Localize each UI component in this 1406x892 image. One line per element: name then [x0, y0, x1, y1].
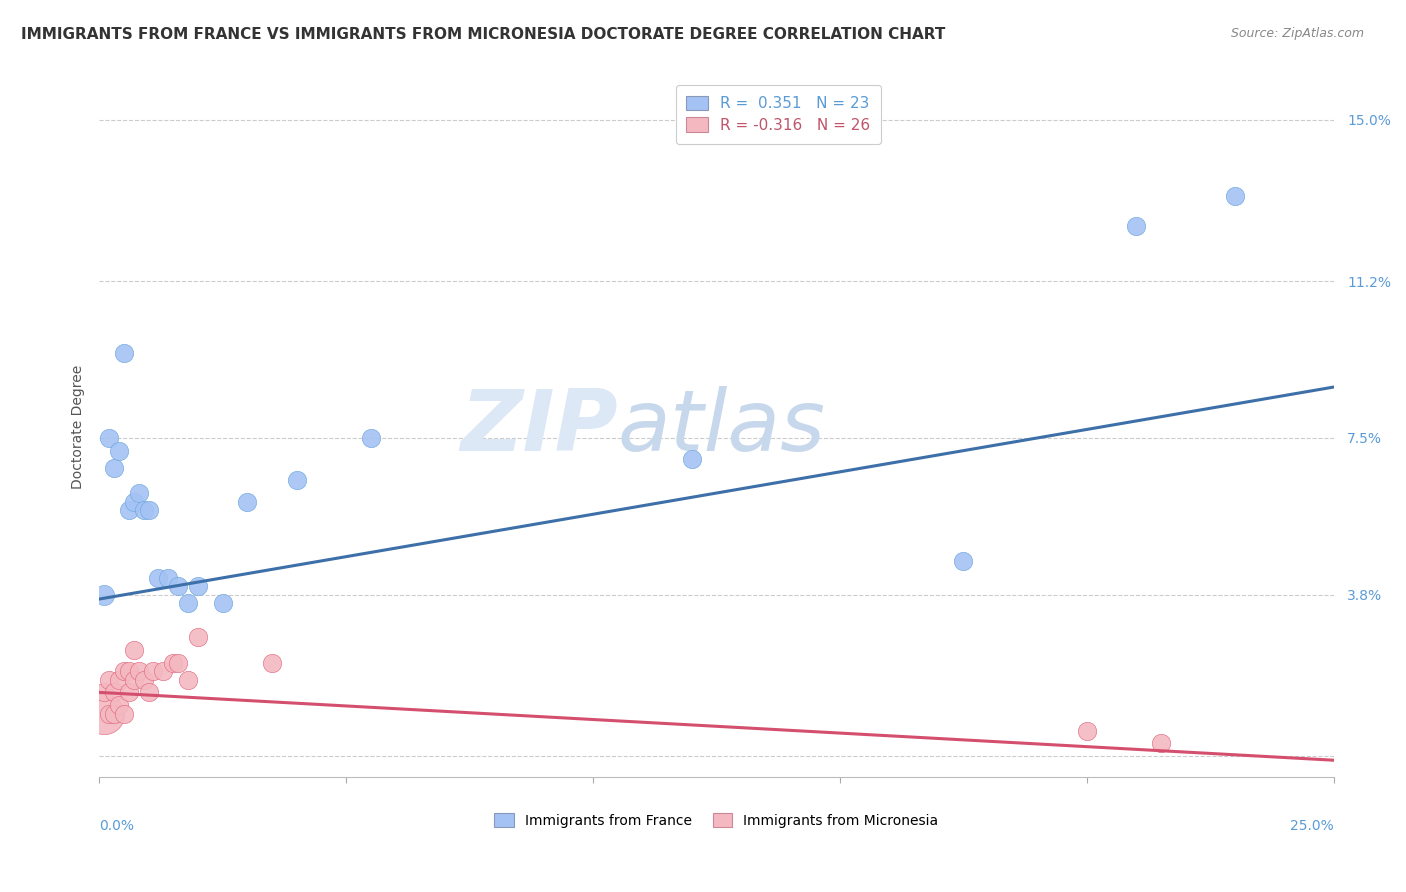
Point — [138, 685, 160, 699]
Point — [98, 706, 121, 721]
Point — [128, 664, 150, 678]
Point — [112, 346, 135, 360]
Point — [1223, 189, 1246, 203]
Point — [187, 579, 209, 593]
Point — [98, 431, 121, 445]
Point — [1125, 219, 1147, 233]
Point — [167, 579, 190, 593]
Point — [1150, 736, 1173, 750]
Point — [98, 673, 121, 687]
Point — [138, 503, 160, 517]
Point — [360, 431, 382, 445]
Point — [285, 473, 308, 487]
Point — [122, 643, 145, 657]
Point — [157, 571, 180, 585]
Legend: Immigrants from France, Immigrants from Micronesia: Immigrants from France, Immigrants from … — [489, 808, 943, 833]
Point — [132, 503, 155, 517]
Point — [142, 664, 165, 678]
Y-axis label: Doctorate Degree: Doctorate Degree — [72, 365, 86, 490]
Text: Source: ZipAtlas.com: Source: ZipAtlas.com — [1230, 27, 1364, 40]
Point — [108, 698, 131, 712]
Text: IMMIGRANTS FROM FRANCE VS IMMIGRANTS FROM MICRONESIA DOCTORATE DEGREE CORRELATIO: IMMIGRANTS FROM FRANCE VS IMMIGRANTS FRO… — [21, 27, 945, 42]
Point — [952, 554, 974, 568]
Point — [1076, 723, 1098, 738]
Point — [187, 630, 209, 644]
Point — [118, 685, 141, 699]
Point — [177, 673, 200, 687]
Point — [260, 656, 283, 670]
Point — [118, 664, 141, 678]
Text: 25.0%: 25.0% — [1291, 819, 1334, 833]
Point — [152, 664, 174, 678]
Point — [211, 596, 233, 610]
Point — [128, 486, 150, 500]
Point — [103, 685, 125, 699]
Point — [122, 673, 145, 687]
Point — [93, 685, 115, 699]
Text: ZIP: ZIP — [460, 386, 617, 469]
Point — [93, 588, 115, 602]
Point — [132, 673, 155, 687]
Point — [122, 494, 145, 508]
Point — [112, 706, 135, 721]
Point — [108, 673, 131, 687]
Point — [162, 656, 184, 670]
Point — [108, 443, 131, 458]
Point — [236, 494, 259, 508]
Text: 0.0%: 0.0% — [100, 819, 134, 833]
Point — [112, 664, 135, 678]
Point — [103, 706, 125, 721]
Point — [103, 460, 125, 475]
Point — [167, 656, 190, 670]
Point — [177, 596, 200, 610]
Point — [118, 503, 141, 517]
Text: atlas: atlas — [617, 386, 825, 469]
Point — [148, 571, 170, 585]
Point — [93, 706, 115, 721]
Point — [681, 452, 703, 467]
